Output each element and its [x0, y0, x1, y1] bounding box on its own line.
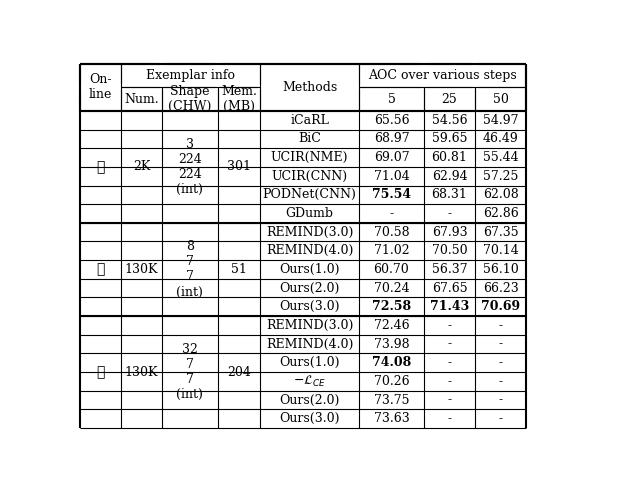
- Text: -: -: [499, 338, 503, 351]
- Text: 59.65: 59.65: [432, 132, 467, 145]
- Text: ✓: ✓: [97, 365, 105, 379]
- Text: REMIND(4.0): REMIND(4.0): [266, 338, 353, 351]
- Text: UCIR(NME): UCIR(NME): [271, 151, 348, 164]
- Text: 70.24: 70.24: [374, 282, 410, 295]
- Text: 73.75: 73.75: [374, 394, 409, 407]
- Text: PODNet(CNN): PODNet(CNN): [262, 188, 356, 201]
- Text: 56.10: 56.10: [483, 263, 519, 276]
- Text: On-
line: On- line: [89, 73, 112, 101]
- Text: Shape
(CHW): Shape (CHW): [168, 85, 212, 113]
- Text: 71.02: 71.02: [374, 244, 410, 257]
- Text: BiC: BiC: [298, 132, 321, 145]
- Text: 5: 5: [388, 93, 396, 106]
- Text: -: -: [447, 356, 452, 369]
- Text: UCIR(CNN): UCIR(CNN): [271, 170, 348, 183]
- Text: -: -: [447, 412, 452, 425]
- Text: 72.46: 72.46: [374, 319, 410, 332]
- Text: -: -: [499, 412, 503, 425]
- Text: 54.56: 54.56: [432, 114, 467, 127]
- Text: 65.56: 65.56: [374, 114, 410, 127]
- Text: -: -: [499, 394, 503, 407]
- Text: -: -: [499, 319, 503, 332]
- Text: 73.98: 73.98: [374, 338, 410, 351]
- Text: REMIND(3.0): REMIND(3.0): [266, 226, 353, 239]
- Text: 72.58: 72.58: [372, 300, 411, 313]
- Text: -: -: [447, 338, 452, 351]
- Text: -: -: [499, 356, 503, 369]
- Text: -: -: [499, 375, 503, 388]
- Text: 73.63: 73.63: [374, 412, 410, 425]
- Text: 50: 50: [493, 93, 509, 106]
- Text: 69.07: 69.07: [374, 151, 410, 164]
- Text: 70.58: 70.58: [374, 226, 410, 239]
- Text: AOC over various steps: AOC over various steps: [369, 69, 517, 82]
- Text: -: -: [447, 207, 452, 220]
- Text: 46.49: 46.49: [483, 132, 519, 145]
- Text: 301: 301: [227, 160, 251, 173]
- Text: 57.25: 57.25: [483, 170, 518, 183]
- Text: Ours(1.0): Ours(1.0): [280, 263, 340, 276]
- Text: Num.: Num.: [124, 93, 159, 106]
- Text: 70.26: 70.26: [374, 375, 410, 388]
- Text: 66.23: 66.23: [483, 282, 519, 295]
- Text: 51: 51: [231, 263, 247, 276]
- Text: 60.81: 60.81: [431, 151, 467, 164]
- Text: 130K: 130K: [125, 366, 158, 379]
- Text: GDumb: GDumb: [285, 207, 333, 220]
- Text: Exemplar info: Exemplar info: [146, 69, 235, 82]
- Text: 62.08: 62.08: [483, 188, 519, 201]
- Text: Ours(2.0): Ours(2.0): [280, 282, 340, 295]
- Text: 70.14: 70.14: [483, 244, 519, 257]
- Text: 71.04: 71.04: [374, 170, 410, 183]
- Text: 62.86: 62.86: [483, 207, 519, 220]
- Text: 130K: 130K: [125, 263, 158, 276]
- Text: 32
7
7
(int): 32 7 7 (int): [177, 343, 204, 401]
- Text: Methods: Methods: [282, 81, 337, 94]
- Text: 25: 25: [442, 93, 458, 106]
- Text: -: -: [447, 319, 452, 332]
- Text: $-\mathcal{L}_{CE}$: $-\mathcal{L}_{CE}$: [293, 374, 326, 389]
- Text: -: -: [447, 375, 452, 388]
- Text: 74.08: 74.08: [372, 356, 411, 369]
- Text: ✓: ✓: [97, 262, 105, 276]
- Text: -: -: [447, 394, 452, 407]
- Text: 67.65: 67.65: [432, 282, 467, 295]
- Text: iCaRL: iCaRL: [290, 114, 329, 127]
- Text: 68.97: 68.97: [374, 132, 410, 145]
- Text: 70.50: 70.50: [432, 244, 467, 257]
- Text: 60.70: 60.70: [374, 263, 410, 276]
- Text: 71.43: 71.43: [430, 300, 469, 313]
- Text: 67.93: 67.93: [432, 226, 467, 239]
- Text: 54.97: 54.97: [483, 114, 518, 127]
- Text: 56.37: 56.37: [432, 263, 467, 276]
- Text: Ours(2.0): Ours(2.0): [280, 394, 340, 407]
- Text: Mem.
(MB): Mem. (MB): [221, 85, 257, 113]
- Text: ✗: ✗: [97, 160, 105, 174]
- Text: 68.31: 68.31: [431, 188, 467, 201]
- Text: 55.44: 55.44: [483, 151, 518, 164]
- Text: REMIND(4.0): REMIND(4.0): [266, 244, 353, 257]
- Text: Ours(3.0): Ours(3.0): [280, 412, 340, 425]
- Text: 204: 204: [227, 366, 251, 379]
- Text: REMIND(3.0): REMIND(3.0): [266, 319, 353, 332]
- Text: 67.35: 67.35: [483, 226, 518, 239]
- Text: Ours(3.0): Ours(3.0): [280, 300, 340, 313]
- Text: 70.69: 70.69: [481, 300, 520, 313]
- Text: 62.94: 62.94: [432, 170, 467, 183]
- Text: 2K: 2K: [133, 160, 150, 173]
- Text: 3
224
224
(int): 3 224 224 (int): [177, 138, 204, 196]
- Text: 75.54: 75.54: [372, 188, 411, 201]
- Text: -: -: [389, 207, 394, 220]
- Text: Ours(1.0): Ours(1.0): [280, 356, 340, 369]
- Text: 8
7
7
(int): 8 7 7 (int): [177, 241, 204, 298]
